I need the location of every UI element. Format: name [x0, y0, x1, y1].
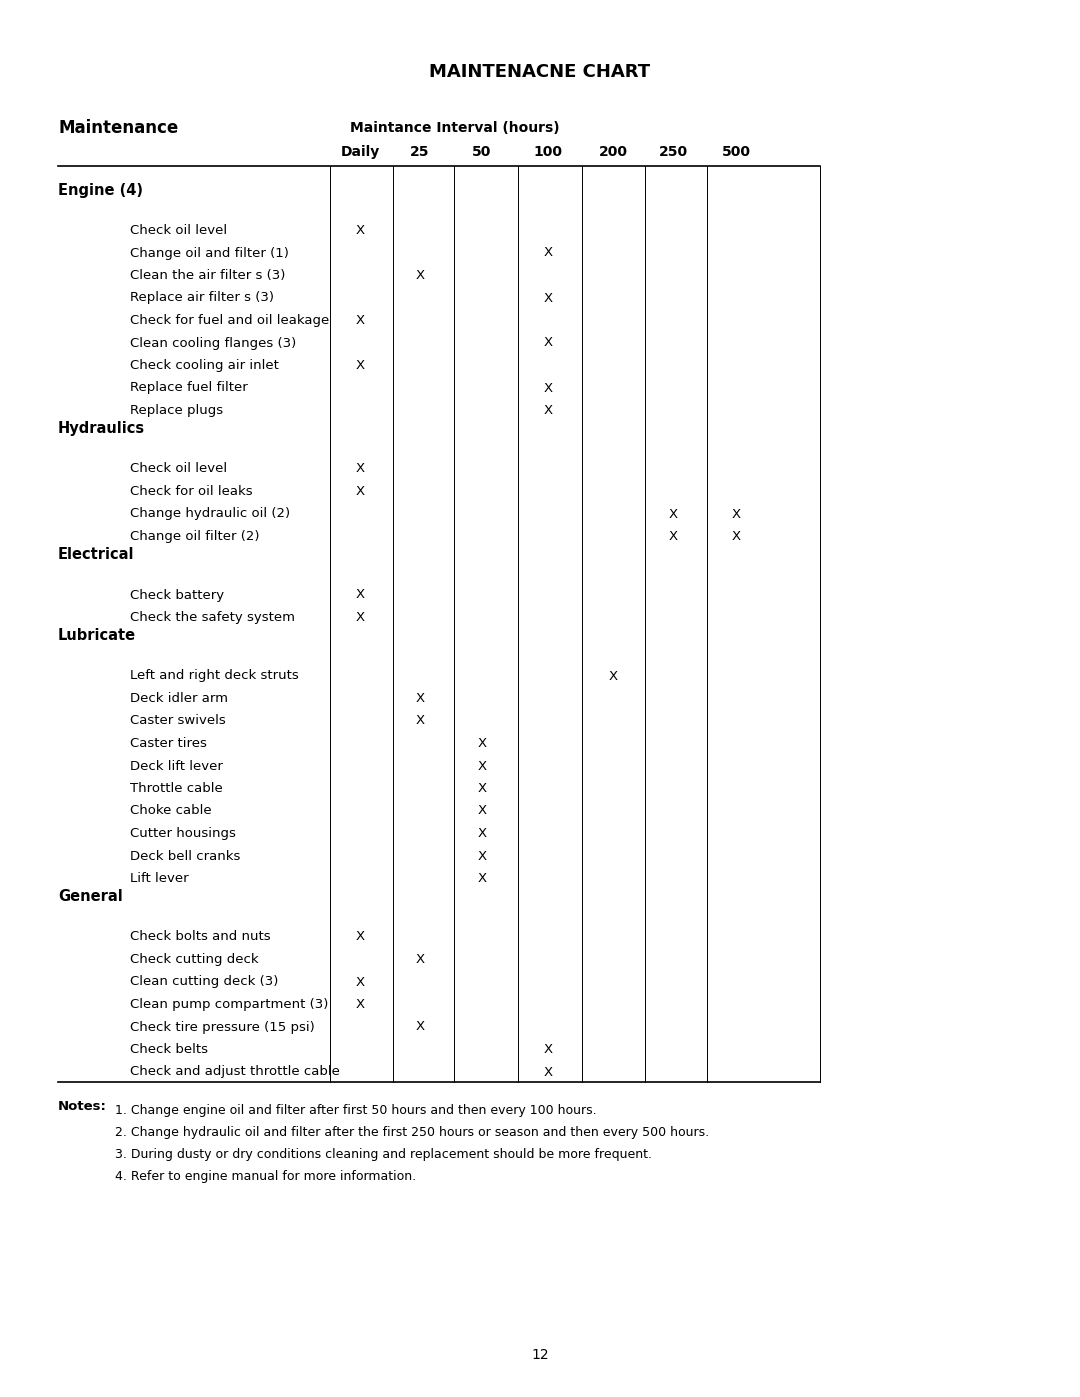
Text: Check oil level: Check oil level — [130, 462, 227, 475]
Text: Check cutting deck: Check cutting deck — [130, 953, 258, 965]
Text: X: X — [477, 738, 487, 750]
Text: 100: 100 — [534, 145, 563, 159]
Text: X: X — [355, 314, 365, 327]
Text: 3. During dusty or dry conditions cleaning and replacement should be more freque: 3. During dusty or dry conditions cleani… — [114, 1148, 652, 1161]
Text: X: X — [355, 485, 365, 497]
Text: X: X — [355, 975, 365, 989]
Text: 250: 250 — [659, 145, 688, 159]
Text: Clean the air filter s (3): Clean the air filter s (3) — [130, 270, 285, 282]
Text: Change hydraulic oil (2): Change hydraulic oil (2) — [130, 507, 291, 521]
Text: Daily: Daily — [340, 145, 380, 159]
Text: X: X — [543, 381, 553, 394]
Text: Deck bell cranks: Deck bell cranks — [130, 849, 241, 862]
Text: Check battery: Check battery — [130, 588, 225, 602]
Text: Replace plugs: Replace plugs — [130, 404, 224, 416]
Text: 500: 500 — [721, 145, 751, 159]
Text: 50: 50 — [472, 145, 491, 159]
Text: Change oil and filter (1): Change oil and filter (1) — [130, 246, 288, 260]
Text: Caster tires: Caster tires — [130, 738, 207, 750]
Text: X: X — [477, 760, 487, 773]
Text: X: X — [543, 1044, 553, 1056]
Text: Change oil filter (2): Change oil filter (2) — [130, 529, 259, 543]
Text: Left and right deck struts: Left and right deck struts — [130, 669, 299, 683]
Text: 200: 200 — [598, 145, 627, 159]
Text: X: X — [543, 337, 553, 349]
Text: X: X — [416, 1020, 424, 1034]
Text: 12: 12 — [531, 1348, 549, 1362]
Text: X: X — [477, 805, 487, 817]
Text: X: X — [543, 404, 553, 416]
Text: X: X — [731, 529, 741, 543]
Text: Deck idler arm: Deck idler arm — [130, 692, 228, 705]
Text: Deck lift lever: Deck lift lever — [130, 760, 222, 773]
Text: Check belts: Check belts — [130, 1044, 208, 1056]
Text: X: X — [477, 827, 487, 840]
Text: X: X — [416, 953, 424, 965]
Text: General: General — [58, 888, 123, 904]
Text: Lift lever: Lift lever — [130, 872, 189, 886]
Text: Maintance Interval (hours): Maintance Interval (hours) — [350, 122, 559, 136]
Text: X: X — [731, 507, 741, 521]
Text: Lubricate: Lubricate — [58, 629, 136, 643]
Text: Cutter housings: Cutter housings — [130, 827, 235, 840]
Text: Throttle cable: Throttle cable — [130, 782, 222, 795]
Text: X: X — [355, 224, 365, 237]
Text: Replace air filter s (3): Replace air filter s (3) — [130, 292, 274, 305]
Text: Hydraulics: Hydraulics — [58, 420, 145, 436]
Text: Check bolts and nuts: Check bolts and nuts — [130, 930, 271, 943]
Text: X: X — [543, 1066, 553, 1078]
Text: X: X — [355, 588, 365, 602]
Text: MAINTENACNE CHART: MAINTENACNE CHART — [430, 63, 650, 81]
Text: Notes:: Notes: — [58, 1099, 107, 1113]
Text: X: X — [355, 997, 365, 1011]
Text: X: X — [416, 270, 424, 282]
Text: Check the safety system: Check the safety system — [130, 610, 295, 624]
Text: X: X — [543, 292, 553, 305]
Text: Check for fuel and oil leakage: Check for fuel and oil leakage — [130, 314, 329, 327]
Text: Engine (4): Engine (4) — [58, 183, 143, 197]
Text: Clean pump compartment (3): Clean pump compartment (3) — [130, 997, 328, 1011]
Text: X: X — [355, 462, 365, 475]
Text: X: X — [669, 507, 677, 521]
Text: X: X — [416, 692, 424, 705]
Text: Check cooling air inlet: Check cooling air inlet — [130, 359, 279, 372]
Text: Clean cooling flanges (3): Clean cooling flanges (3) — [130, 337, 296, 349]
Text: X: X — [355, 610, 365, 624]
Text: X: X — [543, 246, 553, 260]
Text: X: X — [608, 669, 618, 683]
Text: Maintenance: Maintenance — [58, 119, 178, 137]
Text: X: X — [355, 359, 365, 372]
Text: 1. Change engine oil and filter after first 50 hours and then every 100 hours.: 1. Change engine oil and filter after fi… — [114, 1104, 596, 1118]
Text: Check for oil leaks: Check for oil leaks — [130, 485, 253, 497]
Text: Electrical: Electrical — [58, 548, 135, 562]
Text: Choke cable: Choke cable — [130, 805, 212, 817]
Text: 2. Change hydraulic oil and filter after the first 250 hours or season and then : 2. Change hydraulic oil and filter after… — [114, 1126, 710, 1139]
Text: X: X — [477, 872, 487, 886]
Text: X: X — [477, 782, 487, 795]
Text: 4. Refer to engine manual for more information.: 4. Refer to engine manual for more infor… — [114, 1171, 416, 1183]
Text: Caster swivels: Caster swivels — [130, 714, 226, 728]
Text: X: X — [355, 930, 365, 943]
Text: Clean cutting deck (3): Clean cutting deck (3) — [130, 975, 279, 989]
Text: Check and adjust throttle cable: Check and adjust throttle cable — [130, 1066, 340, 1078]
Text: X: X — [669, 529, 677, 543]
Text: Check tire pressure (15 psi): Check tire pressure (15 psi) — [130, 1020, 314, 1034]
Text: Check oil level: Check oil level — [130, 224, 227, 237]
Text: X: X — [477, 849, 487, 862]
Text: 25: 25 — [410, 145, 430, 159]
Text: X: X — [416, 714, 424, 728]
Text: Replace fuel filter: Replace fuel filter — [130, 381, 247, 394]
